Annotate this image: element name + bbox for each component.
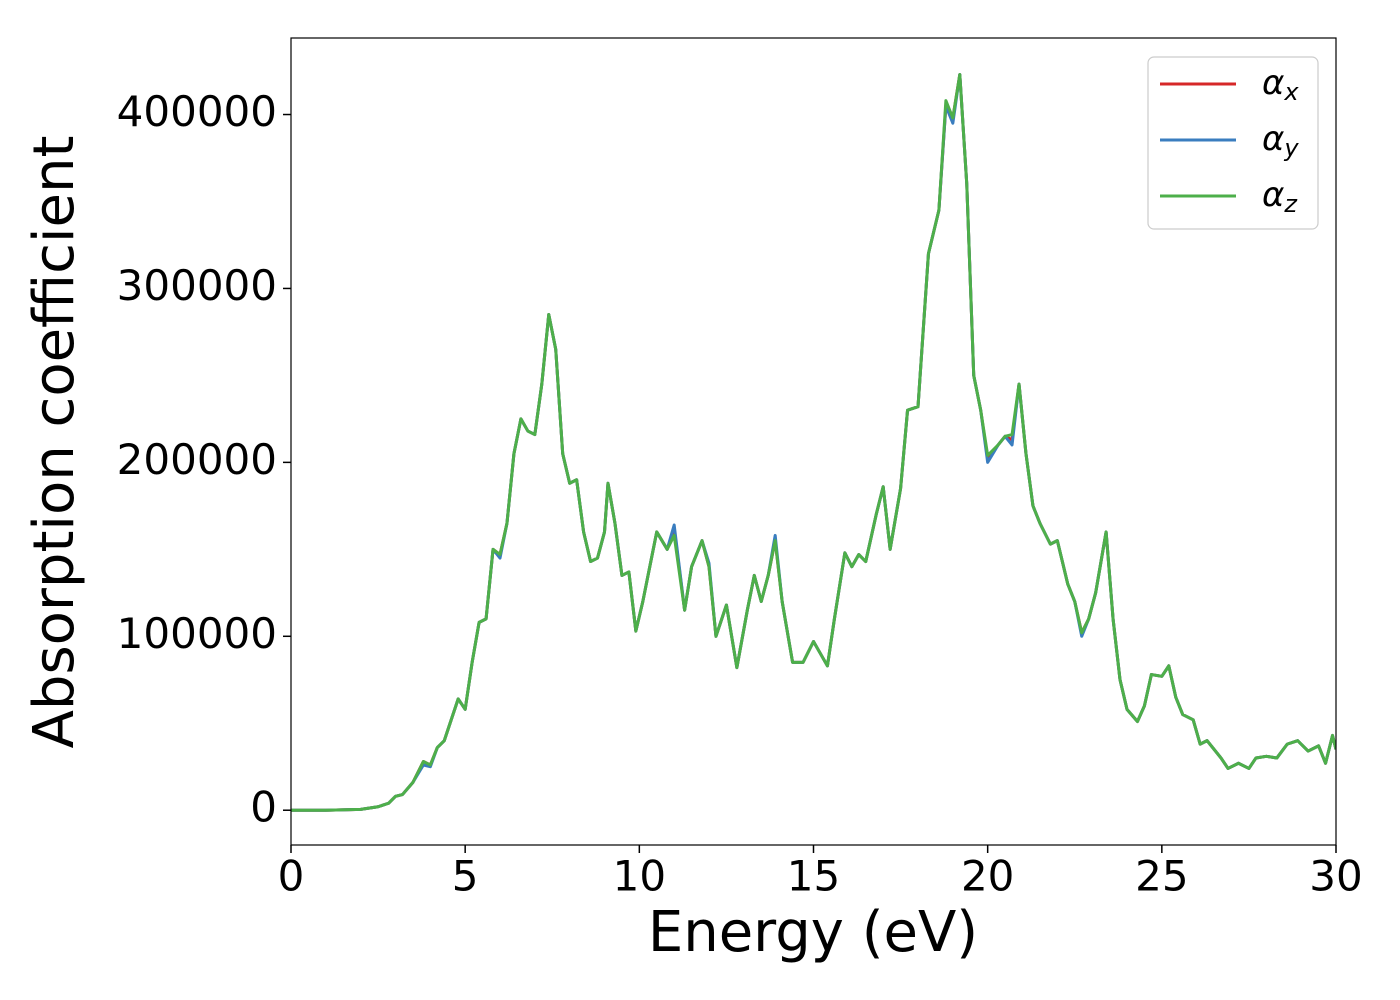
legend-label: αx — [1262, 63, 1299, 107]
y-tick-label: 100000 — [117, 609, 277, 658]
x-tick-label: 0 — [278, 852, 305, 901]
y-axis-label: Absorption coefficient — [22, 136, 87, 749]
x-tick-label: 25 — [1135, 852, 1188, 901]
legend-label: αy — [1262, 119, 1299, 163]
legend-box — [1147, 56, 1319, 230]
x-tick-label: 15 — [787, 852, 840, 901]
y-tick-label: 200000 — [117, 435, 277, 484]
plot-frame — [290, 37, 1337, 846]
x-tick-label: 5 — [452, 852, 479, 901]
y-tick-label: 0 — [250, 783, 277, 832]
y-tick-label: 300000 — [117, 261, 277, 310]
x-tick-label: 10 — [613, 852, 666, 901]
y-tick-label: 400000 — [117, 87, 277, 136]
x-tick-label: 30 — [1309, 852, 1362, 901]
legend-label: αz — [1262, 175, 1298, 219]
data-line — [291, 73, 1336, 812]
x-tick-label: 20 — [961, 852, 1014, 901]
x-axis-label: Energy (eV) — [648, 900, 978, 965]
